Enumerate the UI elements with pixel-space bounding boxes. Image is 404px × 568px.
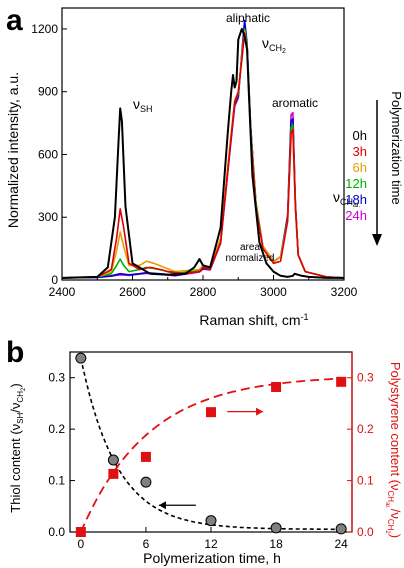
polystyrene-point (140, 451, 151, 462)
panel-b: b 0 6 12 18 24 0.0 0.1 0.2 0.3 0.0 0.1 0.2 0.3 Polym… (6, 336, 403, 566)
x-tick-label: 18 (269, 537, 283, 551)
thiol-point (335, 523, 347, 535)
down-arrow-icon (372, 100, 382, 246)
legend-entry-18h: 18h (345, 192, 367, 207)
thiol-fit-curve (80, 358, 342, 531)
panel-a-y-axis-label: Normalized intensity, a.u. (5, 72, 21, 228)
right-arrowhead (256, 407, 264, 416)
panel-a-spectra (61, 19, 345, 279)
y-tick-label: 1200 (31, 22, 58, 36)
y-tick-label-left: 0.2 (48, 422, 65, 436)
x-tick-label: 24 (334, 537, 348, 551)
annotation-aromatic: aromatic (272, 96, 318, 110)
annotation-area: area (240, 242, 260, 253)
panel-b-x-axis-label: Polymerization time, h (143, 550, 281, 566)
annotation-aliphatic: aliphatic (226, 11, 270, 25)
legend-entry-12h: 12h (345, 176, 367, 191)
polystyrene-point (271, 381, 282, 392)
x-tick-label: 2400 (49, 285, 76, 299)
legend-title: Polymerization time (389, 91, 404, 204)
panel-a-axes: 2400 2600 2800 3000 3200 0 300 600 900 1200 (31, 7, 358, 299)
spectrum-line-18h (61, 19, 345, 279)
y-tick-label-left: 0.1 (48, 474, 65, 488)
y-tick-label-left: 0.3 (48, 371, 65, 385)
y-tick-label-left: 0.0 (48, 525, 65, 539)
annotation-nu-char: νCHar. (333, 189, 361, 209)
y-tick-label-right: 0.1 (357, 474, 374, 488)
y-tick-label-right: 0.3 (357, 371, 374, 385)
legend-entry-0h: 0h (353, 128, 367, 143)
polystyrene-fit-curve (79, 377, 342, 533)
spectrum-line-0h (61, 27, 344, 279)
x-tick-label: 3200 (331, 285, 358, 299)
y-tick-label: 300 (38, 210, 58, 224)
polystyrene-point (336, 376, 347, 387)
x-tick-label: 2600 (119, 285, 146, 299)
left-arrowhead (158, 501, 166, 510)
panel-a-x-axis-label: Raman shift, cm-1 (199, 312, 308, 328)
legend-entry-6h: 6h (353, 160, 367, 175)
x-tick-label: 0 (78, 537, 85, 551)
panel-b-right-y-axis-label: Polystyrene content (νCHar./νCH2) (384, 362, 403, 538)
panel-b-plot: 0 6 12 18 24 0.0 0.1 0.2 0.3 0.0 0.1 0.2 0.3 (48, 351, 374, 551)
x-tick-label: 12 (204, 537, 218, 551)
y-tick-label: 600 (38, 147, 58, 161)
legend-entry-24h: 24h (345, 208, 367, 223)
spectrum-line-12h (61, 28, 345, 279)
y-tick-label-right: 0.2 (357, 422, 374, 436)
y-tick-label-right: 0.0 (357, 525, 374, 539)
thiol-point (107, 454, 119, 466)
legend-entry-3h: 3h (353, 144, 367, 159)
polystyrene-point (75, 527, 86, 537)
y-tick-label: 0 (51, 273, 58, 287)
x-tick-label: 2800 (190, 285, 217, 299)
annotation-normalized: normalized (226, 253, 275, 264)
spectrum-line-6h (61, 30, 345, 279)
polystyrene-point (206, 407, 216, 418)
panel-b-label: b (6, 336, 24, 369)
spectrum-line-24h (61, 21, 345, 279)
thiol-point (75, 352, 87, 364)
panel-a-frame (61, 7, 345, 281)
polystyrene-point (108, 468, 119, 479)
panel-b-left-y-axis-label: Thiol content (νSH/νCH2) (8, 383, 27, 512)
thiol-point (140, 476, 152, 488)
annotation-nu-sh: νSH (133, 96, 153, 114)
panel-a: a 2400 2600 2800 3000 3200 0 300 600 900 1200 Ram… (5, 4, 404, 328)
annotation-nu-ch2: νCH2 (262, 35, 286, 55)
panel-a-label: a (6, 4, 23, 37)
thiol-point (205, 515, 217, 527)
spectrum-line-3h (61, 32, 345, 279)
y-tick-label: 900 (38, 85, 58, 99)
x-tick-label: 3000 (260, 285, 287, 299)
x-tick-label: 6 (143, 537, 150, 551)
thiol-point (270, 522, 282, 534)
panel-b-frame (69, 351, 353, 533)
